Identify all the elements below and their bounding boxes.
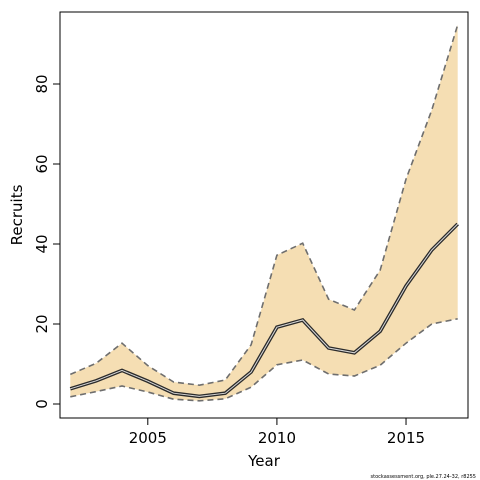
plot-area [69,24,459,402]
y-axis: 0 20 40 60 80 [33,74,61,409]
lower-bound-line [70,318,458,402]
y-tick-label: 40 [33,234,51,253]
x-axis-title: Year [247,452,281,470]
confidence-band [70,24,458,401]
y-tick-label: 20 [33,314,51,333]
x-tick-label: 2010 [258,429,296,447]
x-tick-label: 2005 [129,429,167,447]
estimate-line [70,223,459,397]
y-tick-label: 80 [33,74,51,93]
credit-text: stockassessment.org, ple.27.24-32, r8255 [371,474,476,480]
x-axis: 2005 2010 2015 [129,417,425,447]
y-tick-label: 0 [33,399,51,409]
y-axis-title: Recruits [8,184,26,245]
x-tick-label: 2015 [387,429,425,447]
y-tick-label: 60 [33,154,51,173]
